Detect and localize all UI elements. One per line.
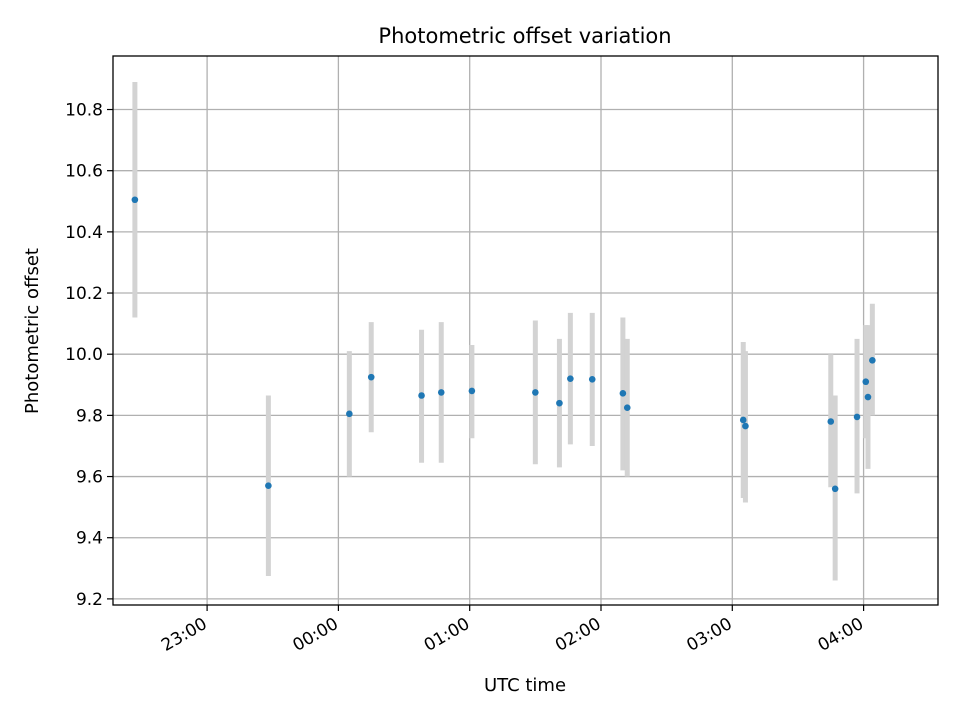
chart-title: Photometric offset variation (378, 24, 671, 48)
y-tick-label: 9.6 (76, 468, 103, 488)
data-point (437, 389, 445, 396)
y-axis-ticks: 9.2 9.4 9.6 9.8 10.0 10.2 10.4 10.6 10.8 (65, 101, 113, 610)
y-tick-label: 10.4 (65, 223, 103, 243)
data-point (265, 482, 272, 490)
data-point (131, 196, 139, 204)
data-point (864, 393, 872, 401)
y-tick-label: 9.8 (76, 406, 103, 426)
data-point (831, 485, 839, 493)
data-point (588, 375, 596, 383)
x-axis-label: UTC time (484, 675, 566, 696)
plot-frame (112, 55, 939, 606)
data-point (742, 422, 749, 430)
data-point (619, 390, 627, 397)
y-tick-label: 9.2 (76, 590, 103, 610)
data-point (346, 410, 353, 418)
y-tick-label: 10.0 (65, 345, 103, 365)
y-tick-label: 9.4 (76, 529, 103, 549)
data-point (862, 378, 870, 386)
data-point (468, 387, 476, 395)
data-point (532, 389, 539, 396)
data-points (131, 196, 876, 493)
y-tick-label: 10.8 (65, 101, 103, 121)
data-point (556, 399, 563, 407)
data-point (623, 404, 631, 412)
data-point (869, 357, 876, 364)
y-tick-label: 10.6 (65, 162, 103, 182)
data-point (567, 375, 574, 382)
data-point (367, 373, 375, 381)
data-point (827, 418, 835, 425)
y-tick-label: 10.2 (65, 284, 103, 304)
data-point (853, 413, 861, 421)
y-axis-label: Photometric offset (22, 248, 43, 414)
data-point (418, 392, 425, 399)
data-point (739, 416, 747, 424)
